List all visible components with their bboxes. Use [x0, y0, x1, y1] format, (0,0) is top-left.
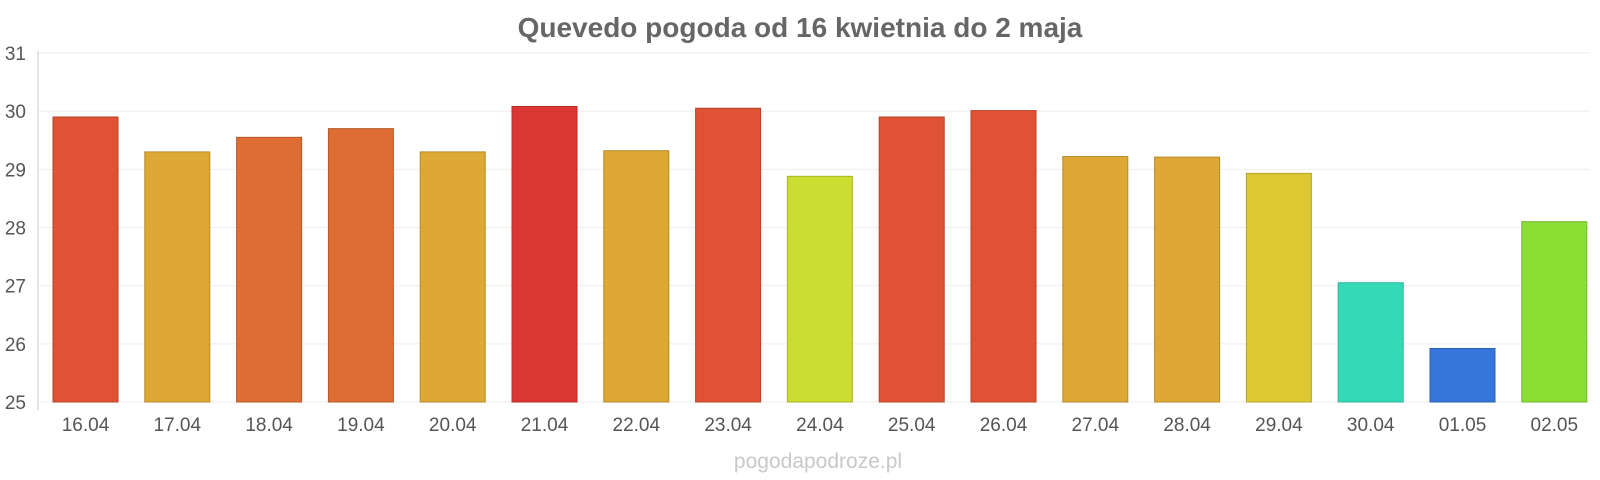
bar-25.04	[878, 116, 945, 403]
x-tick-label: 30.04	[1347, 415, 1395, 436]
x-tick-label: 20.04	[429, 415, 477, 436]
bar-28.04	[1154, 156, 1221, 403]
bar-21.04	[511, 106, 578, 403]
y-tick-label: 30	[5, 102, 26, 123]
x-tick-label: 26.04	[980, 415, 1028, 436]
x-tick-label: 25.04	[888, 415, 936, 436]
y-tick-label: 31	[5, 44, 26, 65]
tick-labels: 25 26 27 28 29 30 31 16.04 17.04 18.04 19.04 20.04 2…	[5, 44, 1578, 436]
bar-27.04	[1062, 156, 1129, 403]
bar-29.04	[1245, 172, 1312, 403]
bar-24.04	[786, 175, 853, 403]
bars	[52, 106, 1588, 403]
x-tick-label: 22.04	[613, 415, 661, 436]
x-tick-label: 01.05	[1439, 415, 1487, 436]
bar-19.04	[327, 128, 394, 403]
watermark: pogodapodroze.pl	[734, 450, 902, 473]
bar-30.04	[1337, 282, 1404, 403]
x-tick-label: 19.04	[337, 415, 385, 436]
bar-26.04	[970, 110, 1037, 403]
y-tick-label: 29	[5, 160, 26, 181]
x-tick-label: 16.04	[62, 415, 110, 436]
x-tick-label: 17.04	[154, 415, 202, 436]
bar-16.04	[52, 116, 119, 403]
x-tick-label: 29.04	[1255, 415, 1303, 436]
bar-02.05	[1521, 221, 1588, 403]
y-tick-label: 25	[5, 393, 26, 414]
x-tick-label: 27.04	[1072, 415, 1120, 436]
y-tick-label: 26	[5, 335, 26, 356]
bar-22.04	[603, 150, 670, 403]
x-tick-label: 02.05	[1531, 415, 1579, 436]
y-tick-label: 28	[5, 219, 26, 240]
x-tick-label: 24.04	[796, 415, 844, 436]
bar-01.05	[1429, 347, 1496, 403]
bar-17.04	[144, 151, 211, 403]
chart-title: Quevedo pogoda od 16 kwietnia do 2 maja	[518, 12, 1083, 43]
x-tick-label: 28.04	[1163, 415, 1211, 436]
x-tick-label: 23.04	[704, 415, 752, 436]
bar-23.04	[695, 107, 762, 403]
x-tick-label: 21.04	[521, 415, 569, 436]
y-tick-label: 27	[5, 277, 26, 298]
x-tick-label: 18.04	[245, 415, 293, 436]
bar-18.04	[236, 136, 303, 403]
bar-20.04	[419, 151, 486, 403]
